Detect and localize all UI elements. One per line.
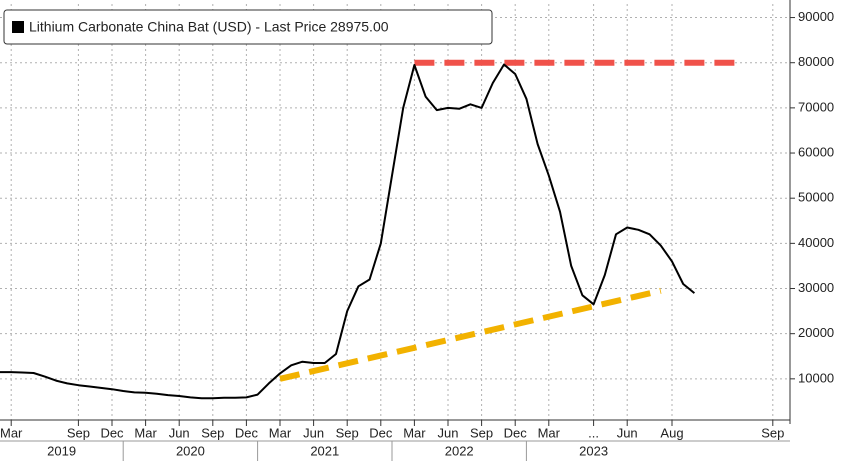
y-tick-label: 20000 xyxy=(798,325,834,340)
x-tick-label: Sep xyxy=(336,425,359,440)
x-tick-label: Jun xyxy=(303,425,324,440)
year-label: 2023 xyxy=(579,443,608,458)
annotation-line xyxy=(279,287,662,382)
series-line xyxy=(0,63,696,400)
x-tick-label: Jun xyxy=(617,425,638,440)
x-tick-label: Mar xyxy=(403,425,426,440)
y-tick-label: 50000 xyxy=(798,190,834,205)
y-tick-label: 40000 xyxy=(798,235,834,250)
x-tick-label: Aug xyxy=(660,425,683,440)
y-tick-label: 60000 xyxy=(798,144,834,159)
x-tick-label: Jun xyxy=(438,425,459,440)
x-tick-label: Mar xyxy=(134,425,157,440)
x-tick-label: Dec xyxy=(235,425,259,440)
x-tick-label: Mar xyxy=(0,425,23,440)
legend: Lithium Carbonate China Bat (USD) - Last… xyxy=(3,9,493,45)
x-tick-label: Mar xyxy=(538,425,561,440)
y-tick-label: 80000 xyxy=(798,54,834,69)
x-tick-label: Mar xyxy=(269,425,292,440)
legend-label: Lithium Carbonate China Bat (USD) - Last… xyxy=(29,19,389,35)
x-tick-label: Sep xyxy=(761,425,784,440)
x-tick-label: Sep xyxy=(67,425,90,440)
y-tick-label: 10000 xyxy=(798,370,834,385)
year-label: 2019 xyxy=(47,443,76,458)
year-label: 2022 xyxy=(445,443,474,458)
year-label: 2021 xyxy=(310,443,339,458)
legend-swatch xyxy=(12,21,24,33)
x-tick-label: Dec xyxy=(369,425,393,440)
x-tick-label: Jun xyxy=(169,425,190,440)
year-label: 2020 xyxy=(176,443,205,458)
x-tick-label: ... xyxy=(588,425,599,440)
x-tick-label: Sep xyxy=(201,425,224,440)
y-tick-label: 70000 xyxy=(798,99,834,114)
y-tick-label: 30000 xyxy=(798,280,834,295)
x-tick-label: Sep xyxy=(470,425,493,440)
y-tick-label: 90000 xyxy=(798,9,834,24)
x-tick-label: Dec xyxy=(100,425,124,440)
legend-box xyxy=(3,9,493,45)
x-tick-label: Dec xyxy=(504,425,528,440)
